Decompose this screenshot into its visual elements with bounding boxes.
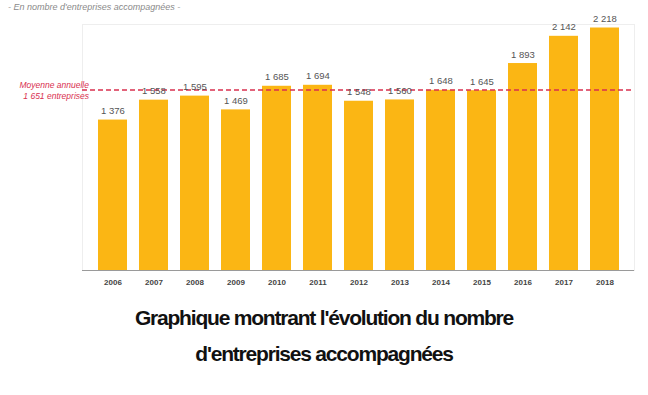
svg-text:2013: 2013 xyxy=(391,278,409,287)
svg-text:2011: 2011 xyxy=(309,278,327,287)
svg-text:2009: 2009 xyxy=(227,278,245,287)
svg-text:2008: 2008 xyxy=(186,278,204,287)
svg-text:2016: 2016 xyxy=(514,278,532,287)
html-text:- En nombre d'entreprises acco: - En nombre d'entreprises accompagnées - xyxy=(8,2,181,12)
svg-text:2006: 2006 xyxy=(104,278,122,287)
svg-text:1 558: 1 558 xyxy=(142,85,166,96)
svg-text:2018: 2018 xyxy=(596,278,614,287)
svg-text:1 595: 1 595 xyxy=(183,81,207,92)
svg-text:2007: 2007 xyxy=(145,278,163,287)
svg-text:2010: 2010 xyxy=(268,278,286,287)
svg-text:2014: 2014 xyxy=(432,278,450,287)
svg-text:1 648: 1 648 xyxy=(429,75,453,86)
html-text:Graphique montrant l'évolution: Graphique montrant l'évolution du nombre… xyxy=(134,306,514,365)
svg-text:2012: 2012 xyxy=(350,278,368,287)
svg-text:1 645: 1 645 xyxy=(470,76,494,87)
svg-text:2017: 2017 xyxy=(555,278,573,287)
svg-text:1 548: 1 548 xyxy=(347,86,371,97)
svg-text:1 694: 1 694 xyxy=(306,70,330,81)
svg-text:1 469: 1 469 xyxy=(224,95,248,106)
svg-text:1 376: 1 376 xyxy=(101,105,125,116)
svg-text:1 560: 1 560 xyxy=(388,85,412,96)
svg-text:1 685: 1 685 xyxy=(265,71,289,82)
svg-text:1 893: 1 893 xyxy=(511,49,535,60)
svg-text:Moyenne annuelle1 651 entrepri: Moyenne annuelle1 651 entreprises xyxy=(20,80,90,101)
svg-text:2 142: 2 142 xyxy=(552,21,576,32)
svg-text:2 218: 2 218 xyxy=(593,13,617,24)
svg-text:2015: 2015 xyxy=(473,278,491,287)
